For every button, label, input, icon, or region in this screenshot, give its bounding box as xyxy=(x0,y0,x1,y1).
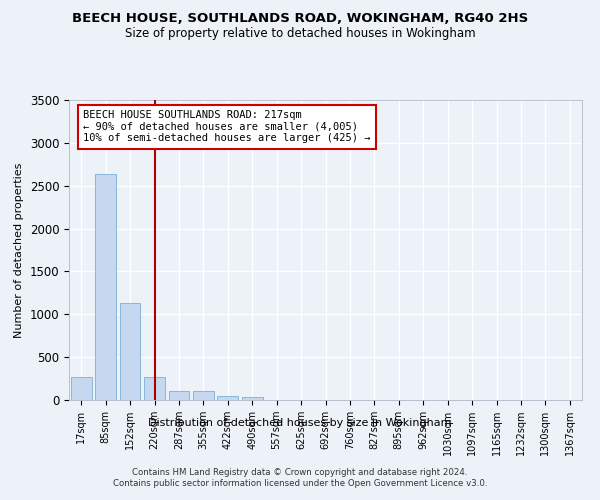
Text: Contains HM Land Registry data © Crown copyright and database right 2024.
Contai: Contains HM Land Registry data © Crown c… xyxy=(113,468,487,487)
Y-axis label: Number of detached properties: Number of detached properties xyxy=(14,162,24,338)
Bar xyxy=(193,392,214,400)
Text: BEECH HOUSE SOUTHLANDS ROAD: 217sqm
← 90% of detached houses are smaller (4,005): BEECH HOUSE SOUTHLANDS ROAD: 217sqm ← 90… xyxy=(83,110,371,144)
Bar xyxy=(144,377,165,400)
Text: Size of property relative to detached houses in Wokingham: Size of property relative to detached ho… xyxy=(125,28,475,40)
Bar xyxy=(169,392,190,400)
Bar xyxy=(95,174,116,400)
Bar xyxy=(242,396,263,400)
Text: BEECH HOUSE, SOUTHLANDS ROAD, WOKINGHAM, RG40 2HS: BEECH HOUSE, SOUTHLANDS ROAD, WOKINGHAM,… xyxy=(72,12,528,26)
Bar xyxy=(71,377,92,400)
Bar xyxy=(119,303,140,400)
Bar xyxy=(217,396,238,400)
Text: Distribution of detached houses by size in Wokingham: Distribution of detached houses by size … xyxy=(148,418,452,428)
